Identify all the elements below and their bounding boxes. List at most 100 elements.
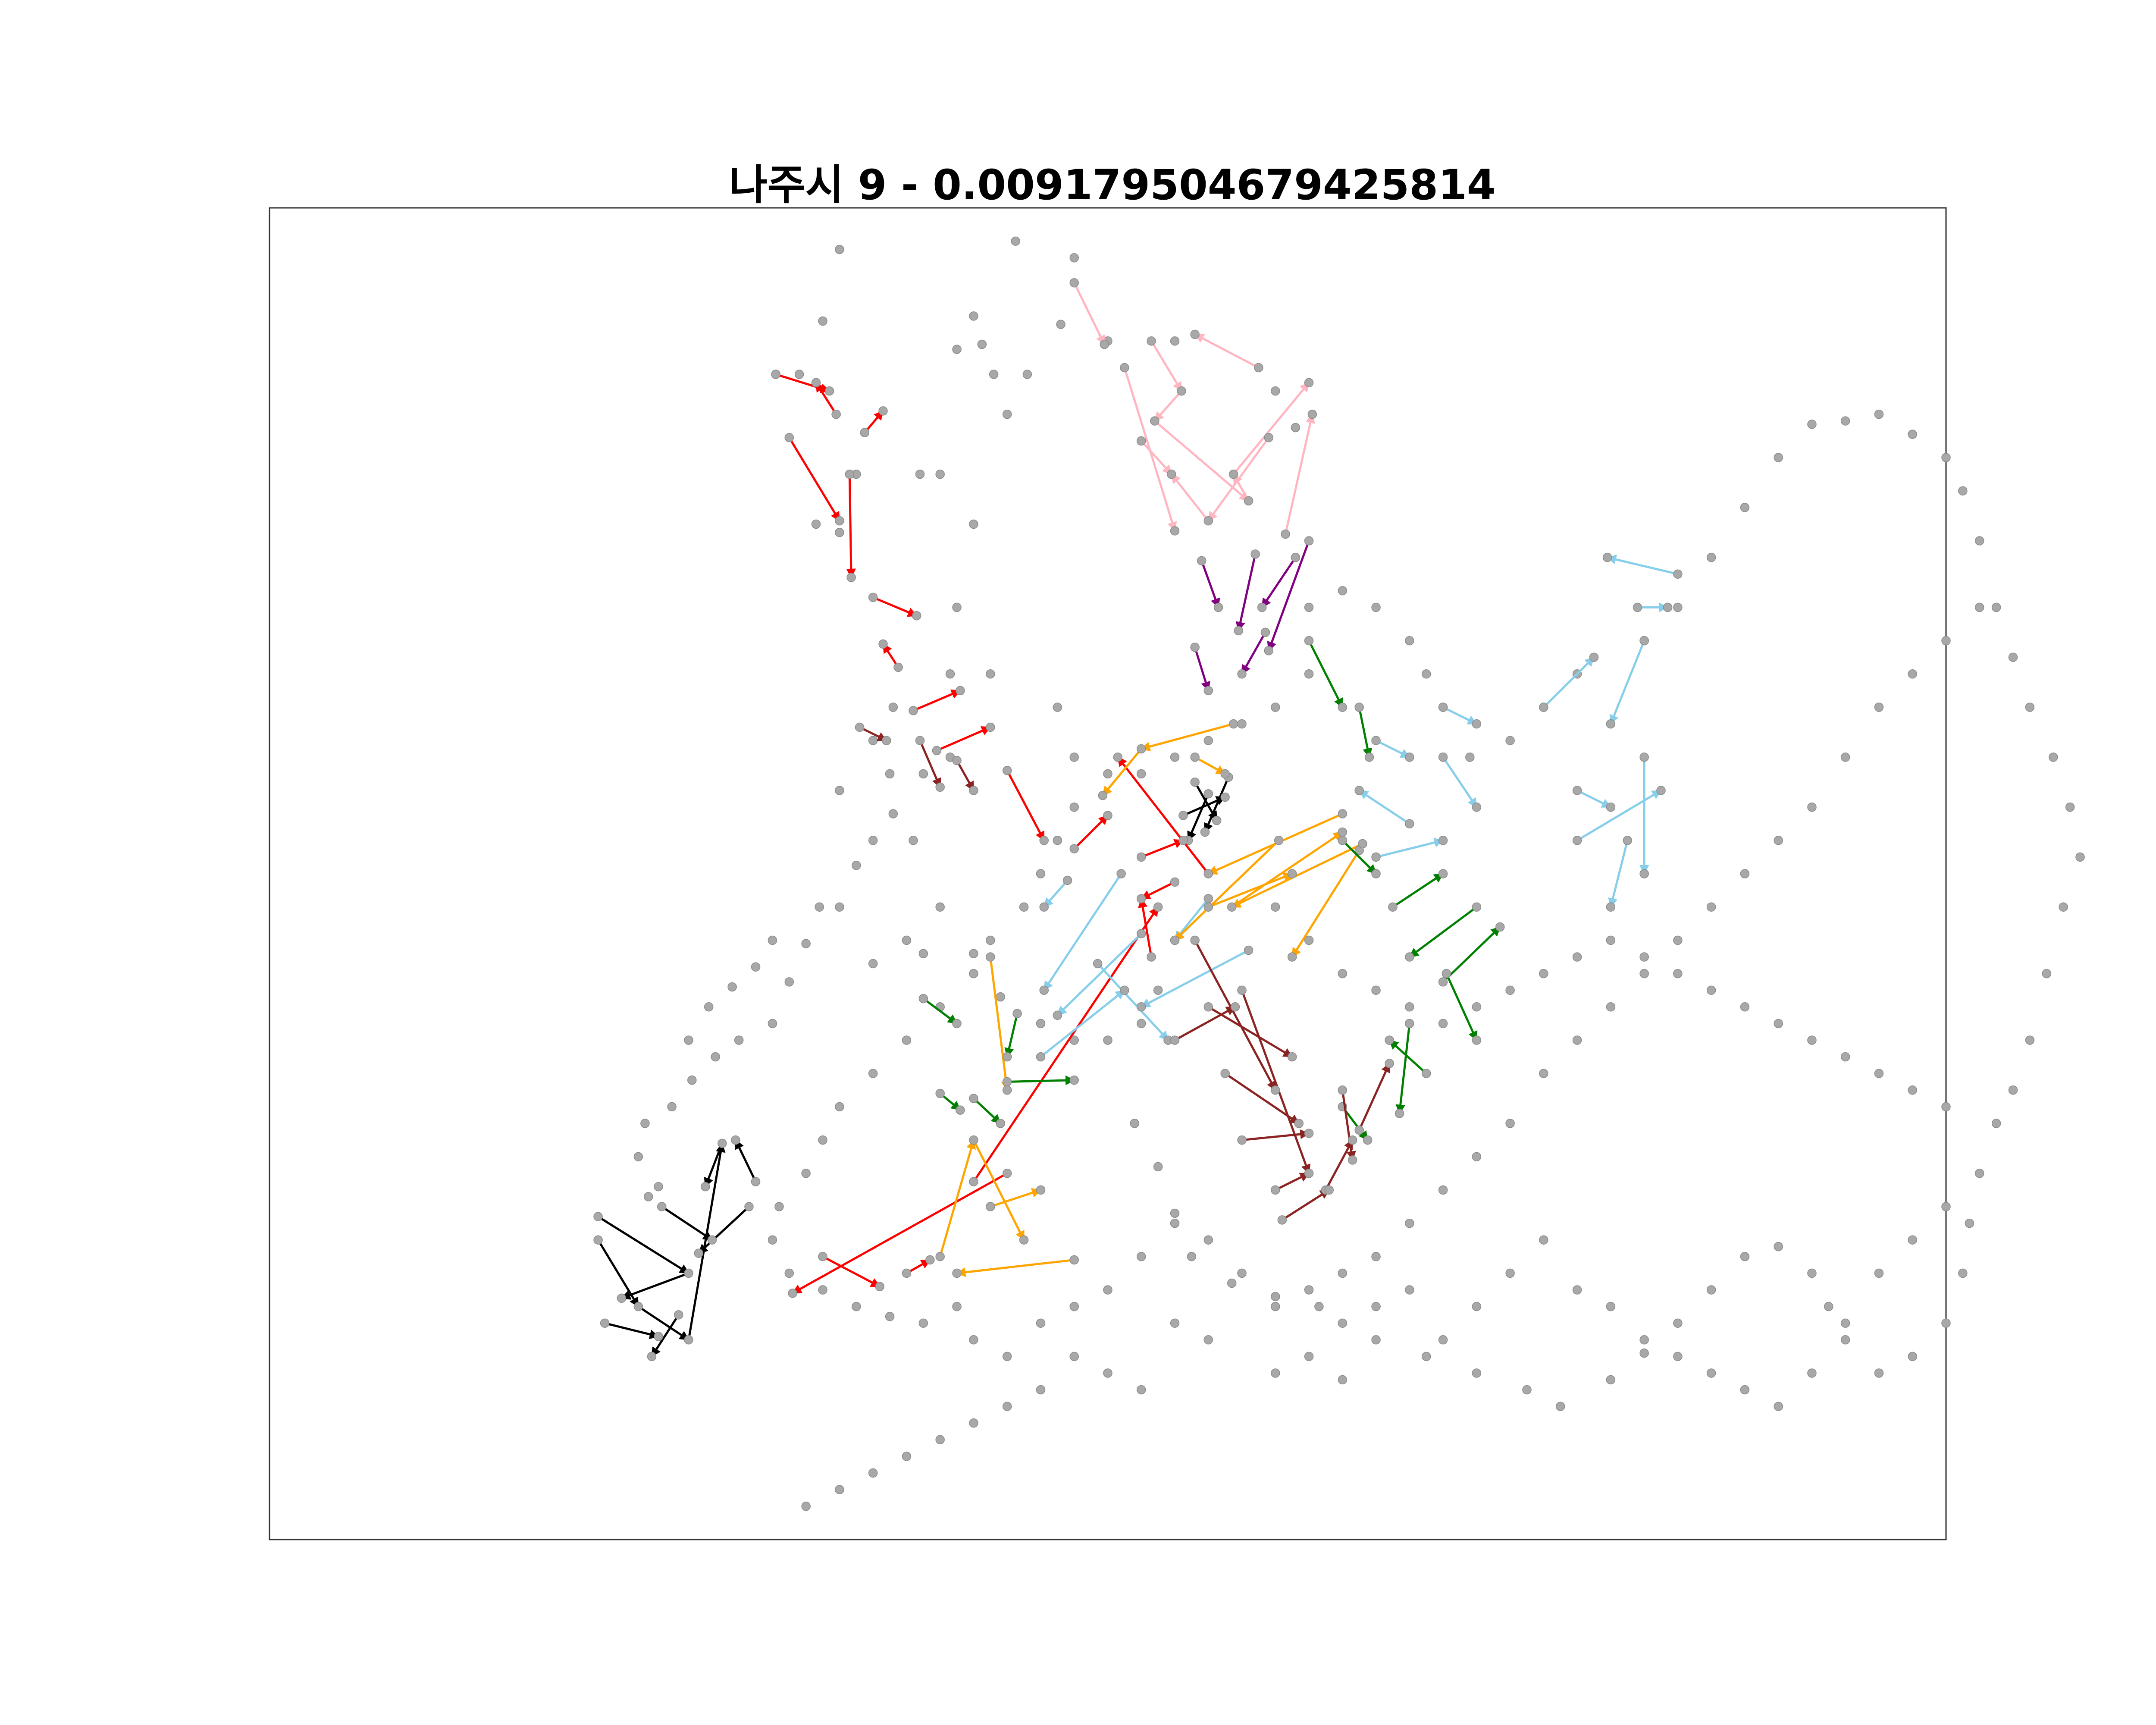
background-point (774, 1202, 784, 1211)
route-point (1338, 827, 1348, 837)
background-point (667, 1102, 677, 1112)
route-point (784, 433, 794, 442)
background-point (1840, 416, 1850, 426)
route-point (1472, 719, 1482, 729)
route-arrow (788, 437, 841, 522)
route-arrow (1275, 1172, 1310, 1191)
route-arrow (1543, 656, 1595, 708)
route-point (593, 1235, 603, 1245)
background-point (1740, 503, 1750, 512)
route-point (1190, 643, 1200, 652)
background-point (1572, 952, 1582, 962)
background-point (1069, 802, 1079, 812)
route-point (1137, 744, 1146, 754)
route-point (1237, 1135, 1247, 1145)
route-point (1036, 1185, 1046, 1195)
route-point (1103, 811, 1112, 820)
route-point (1606, 719, 1616, 729)
route-point (1438, 753, 1448, 762)
route-point (1227, 902, 1237, 912)
route-arrow (972, 906, 1159, 1182)
background-point (1958, 1268, 1968, 1278)
route-series (1178, 772, 1233, 845)
route-arrow (1241, 990, 1311, 1174)
background-point (1053, 703, 1062, 712)
route-arrow (972, 1139, 1025, 1241)
background-point (986, 935, 995, 945)
background-point (1908, 430, 1917, 439)
route-point (1438, 703, 1448, 712)
background-point (734, 1035, 744, 1045)
route-arrow (1194, 940, 1277, 1091)
route-arrow (1284, 413, 1315, 535)
route-point (1150, 416, 1159, 426)
route-point (744, 1202, 754, 1211)
route-point (1244, 496, 1253, 506)
background-point (835, 1102, 844, 1112)
background-point (801, 1169, 811, 1178)
route-point (1348, 1135, 1357, 1145)
route-arrow (1358, 707, 1373, 759)
route-point (935, 782, 945, 792)
route-point (1438, 836, 1448, 845)
route-point (1203, 789, 1213, 799)
background-point (1227, 1278, 1237, 1288)
background-point (1137, 1252, 1146, 1261)
route-point (1120, 363, 1129, 373)
route-point (1260, 627, 1270, 637)
route-point (1019, 1235, 1029, 1245)
background-point (918, 949, 928, 959)
background-point (768, 1019, 777, 1029)
background-point (1673, 969, 1683, 979)
route-arrow (872, 596, 918, 617)
background-point (768, 935, 777, 945)
route-arrow (939, 1139, 976, 1257)
background-point (1706, 902, 1716, 912)
route-point (1294, 1119, 1304, 1128)
background-point (835, 1485, 844, 1494)
route-point (1100, 339, 1109, 349)
route-point (1363, 1135, 1373, 1145)
background-point (952, 1302, 962, 1311)
background-point (1941, 1318, 1951, 1328)
background-point (801, 939, 811, 948)
route-point (952, 1268, 962, 1278)
route-point (986, 952, 995, 962)
background-point (768, 1235, 777, 1245)
background-point (835, 527, 844, 537)
background-point (818, 1285, 827, 1295)
route-point (1354, 786, 1364, 795)
route-arrow (1187, 793, 1210, 841)
background-point (1304, 1352, 1314, 1361)
route-arrow (1200, 560, 1220, 608)
background-point (902, 1035, 912, 1045)
route-point (593, 1212, 603, 1221)
route-point (909, 706, 918, 715)
route-arrow (1154, 420, 1250, 502)
background-point (1405, 636, 1414, 646)
route-point (1371, 869, 1381, 878)
route-arrow (1056, 933, 1142, 1016)
background-point (1958, 486, 1968, 496)
route-point (1354, 703, 1364, 712)
background-point (1103, 769, 1112, 779)
route-point (1170, 1035, 1180, 1045)
background-point (1304, 669, 1314, 679)
route-point (1307, 409, 1317, 419)
route-arrow (1040, 989, 1125, 1058)
route-arrow (1325, 1139, 1354, 1191)
route-arrow (604, 1322, 660, 1339)
background-point (794, 370, 804, 379)
route-point (996, 1119, 1005, 1128)
route-arrow (687, 1142, 726, 1340)
route-point (1203, 1002, 1213, 1012)
route-point (1237, 985, 1247, 995)
route-point (1002, 1169, 1012, 1178)
route-point (1137, 852, 1146, 862)
route-point (1438, 977, 1448, 987)
route-series (855, 722, 1394, 1225)
route-arrow (922, 997, 958, 1025)
route-point (1442, 969, 1451, 979)
route-arrow (1141, 839, 1185, 858)
background-point (1539, 1235, 1548, 1245)
